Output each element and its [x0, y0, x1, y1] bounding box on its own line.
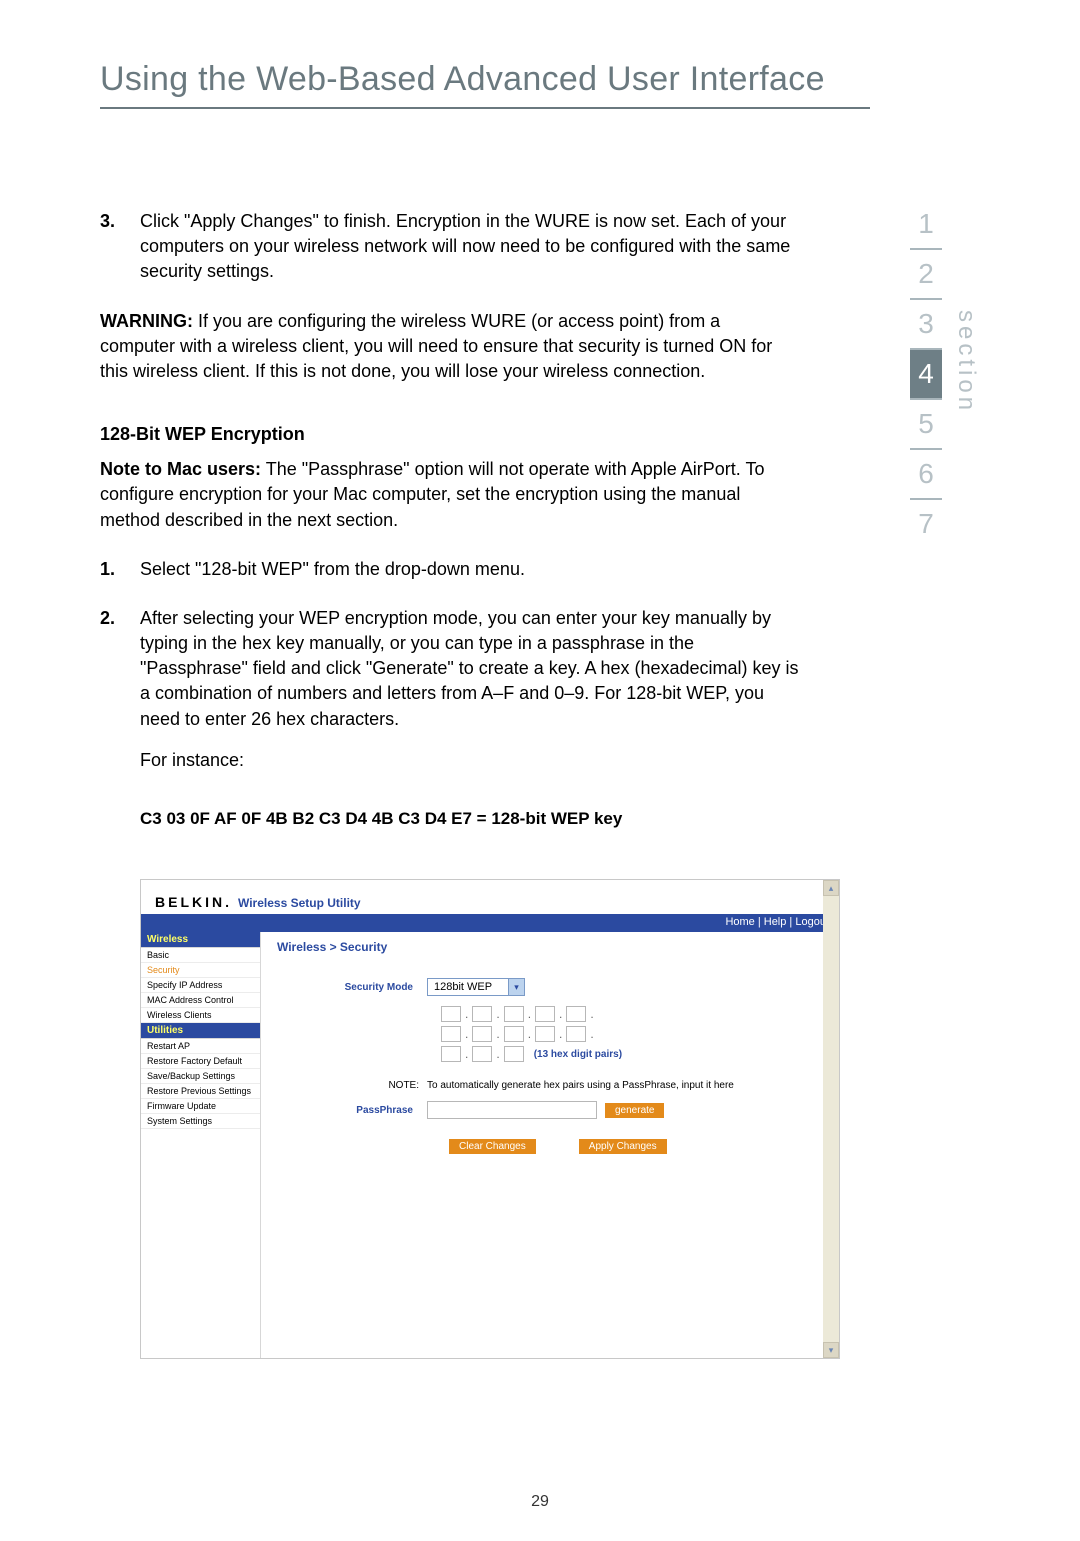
hex-input[interactable]	[535, 1026, 555, 1042]
page-title: Using the Web-Based Advanced User Interf…	[100, 60, 870, 109]
warning-block: WARNING: If you are configuring the wire…	[100, 309, 800, 385]
main-pane: Wireless > Security Security Mode 128bit…	[261, 932, 839, 1358]
clear-changes-button[interactable]: Clear Changes	[449, 1139, 536, 1154]
passphrase-label: PassPhrase	[277, 1105, 427, 1116]
sidebar-item-restart-ap[interactable]: Restart AP	[141, 1039, 260, 1054]
sidebar-item-basic[interactable]: Basic	[141, 948, 260, 963]
for-instance: For instance:	[140, 748, 800, 773]
brand-subtitle: Wireless Setup Utility	[238, 896, 361, 910]
step-text: After selecting your WEP encryption mode…	[140, 608, 799, 729]
sidebar-group-wireless: Wireless	[141, 932, 260, 948]
warning-text: If you are configuring the wireless WURE…	[100, 311, 772, 381]
warning-lead: WARNING:	[100, 311, 193, 331]
wep-key-example: C3 03 0F AF 0F 4B B2 C3 D4 4B C3 D4 E7 =…	[140, 809, 800, 829]
wep-step-1: 1. Select "128-bit WEP" from the drop-do…	[100, 557, 800, 582]
hex-input[interactable]	[441, 1006, 461, 1022]
mac-note: Note to Mac users: The "Passphrase" opti…	[100, 457, 800, 533]
generate-button[interactable]: generate	[605, 1103, 664, 1118]
hex-input[interactable]	[441, 1026, 461, 1042]
hex-input[interactable]	[504, 1026, 524, 1042]
security-mode-select[interactable]: 128bit WEP ▾	[427, 978, 525, 996]
sidebar: Wireless Basic Security Specify IP Addre…	[141, 932, 261, 1358]
wep-step-2: 2. After selecting your WEP encryption m…	[100, 606, 800, 785]
step-number: 3.	[100, 209, 140, 285]
sidebar-item-restore-previous[interactable]: Restore Previous Settings	[141, 1084, 260, 1099]
section-nav-2[interactable]: 2	[910, 250, 942, 300]
note-text: To automatically generate hex pairs usin…	[427, 1080, 823, 1091]
section-nav-1[interactable]: 1	[910, 200, 942, 250]
apply-changes-button[interactable]: Apply Changes	[579, 1139, 667, 1154]
wep-heading: 128-Bit WEP Encryption	[100, 424, 800, 445]
sidebar-item-specify-ip[interactable]: Specify IP Address	[141, 978, 260, 993]
hex-input[interactable]	[535, 1006, 555, 1022]
autogen-note: NOTE: To automatically generate hex pair…	[377, 1080, 823, 1091]
hex-note: (13 hex digit pairs)	[534, 1049, 622, 1060]
sidebar-item-wireless-clients[interactable]: Wireless Clients	[141, 1008, 260, 1023]
security-mode-label: Security Mode	[277, 982, 427, 993]
hex-input[interactable]	[566, 1006, 586, 1022]
breadcrumb: Wireless > Security	[277, 940, 823, 954]
step-3: 3. Click "Apply Changes" to finish. Encr…	[100, 209, 800, 285]
sidebar-item-mac-control[interactable]: MAC Address Control	[141, 993, 260, 1008]
sidebar-item-restore-factory[interactable]: Restore Factory Default	[141, 1054, 260, 1069]
note-label: NOTE:	[377, 1080, 427, 1091]
sidebar-item-save-backup[interactable]: Save/Backup Settings	[141, 1069, 260, 1084]
app-screenshot: BELKIN. Wireless Setup Utility Home | He…	[140, 879, 840, 1359]
brand-bar: BELKIN. Wireless Setup Utility	[141, 880, 839, 914]
chevron-down-icon[interactable]: ▾	[508, 979, 524, 995]
step-number: 2.	[100, 606, 140, 785]
section-nav-4[interactable]: 4	[910, 350, 942, 400]
hex-input[interactable]	[441, 1046, 461, 1062]
hex-input[interactable]	[566, 1026, 586, 1042]
step-number: 1.	[100, 557, 140, 582]
scroll-up-icon[interactable]: ▴	[823, 880, 839, 896]
hex-key-grid: . . . . . . . . . .	[441, 1006, 823, 1062]
section-nav-7[interactable]: 7	[910, 500, 942, 548]
mac-note-lead: Note to Mac users:	[100, 459, 261, 479]
step-text: Click "Apply Changes" to finish. Encrypt…	[140, 209, 800, 285]
sidebar-item-system-settings[interactable]: System Settings	[141, 1114, 260, 1129]
hex-input[interactable]	[504, 1046, 524, 1062]
page-number: 29	[531, 1493, 549, 1511]
passphrase-input[interactable]	[427, 1101, 597, 1119]
section-nav-5[interactable]: 5	[910, 400, 942, 450]
hex-input[interactable]	[472, 1046, 492, 1062]
section-nav: 1 2 3 4 5 6 7 section	[910, 200, 980, 548]
hex-input[interactable]	[472, 1006, 492, 1022]
sidebar-item-security[interactable]: Security	[141, 963, 260, 978]
hex-input[interactable]	[472, 1026, 492, 1042]
step-text: Select "128-bit WEP" from the drop-down …	[140, 557, 800, 582]
top-links[interactable]: Home | Help | Logout	[141, 914, 839, 932]
hex-input[interactable]	[504, 1006, 524, 1022]
scroll-down-icon[interactable]: ▾	[823, 1342, 839, 1358]
security-mode-value: 128bit WEP	[428, 981, 508, 993]
sidebar-item-firmware-update[interactable]: Firmware Update	[141, 1099, 260, 1114]
scrollbar[interactable]: ▴ ▾	[823, 880, 839, 1358]
sidebar-group-utilities: Utilities	[141, 1023, 260, 1039]
section-nav-6[interactable]: 6	[910, 450, 942, 500]
section-nav-3[interactable]: 3	[910, 300, 942, 350]
section-label: section	[952, 310, 980, 414]
brand-logo: BELKIN.	[155, 894, 232, 910]
